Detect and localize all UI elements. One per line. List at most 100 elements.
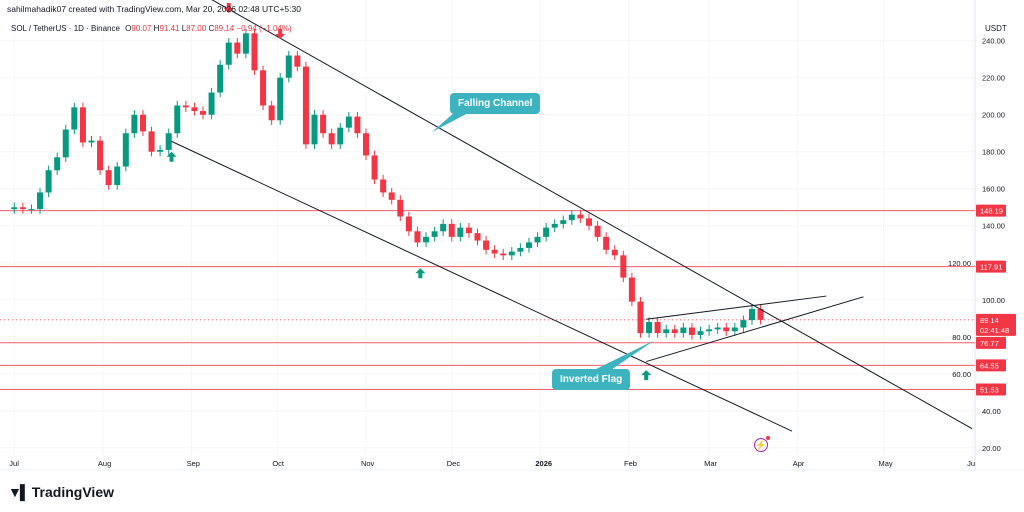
tradingview-logo-icon: ▼▌	[8, 484, 30, 500]
attribution: sahilmahadik07 created with TradingView.…	[7, 4, 301, 14]
candle-body	[45, 170, 52, 193]
candle-body	[182, 105, 189, 108]
candle-body	[234, 42, 241, 54]
candle-body	[208, 92, 215, 115]
time-tick-label: Aug	[98, 459, 111, 468]
candle-body	[362, 133, 369, 156]
price-axis[interactable]: 240.00 220.00 200.00 180.00 160.00 140.00 120.…	[948, 37, 1005, 453]
horizontal-levels	[0, 210, 975, 390]
falling-channel-label[interactable]: Falling Channel	[450, 93, 541, 114]
candle-body	[474, 233, 481, 241]
candle-body	[594, 225, 601, 237]
candle-body	[577, 214, 584, 219]
candle-body	[525, 242, 532, 248]
candle-body	[157, 149, 164, 152]
price-tick-label: 40.00	[982, 407, 1001, 416]
channel-upper-line	[211, 0, 973, 430]
candles	[11, 28, 764, 340]
candle-body	[448, 223, 455, 237]
price-tick-label: 220.00	[982, 74, 1005, 83]
price-tick-label: 80.00	[952, 333, 971, 342]
candle-body	[423, 236, 430, 243]
candle-body	[757, 309, 764, 320]
price-unit: USDT	[985, 24, 1007, 33]
level-price-tag	[976, 204, 1006, 217]
candle-body	[302, 66, 309, 145]
candle-body	[637, 301, 644, 334]
candle-body	[122, 133, 129, 167]
lightning-icon[interactable]: ⚡	[754, 436, 770, 452]
tradingview-logo: ▼▌ TradingView	[8, 484, 114, 500]
candle-body	[165, 133, 172, 150]
candle-body	[28, 209, 35, 211]
candle-body	[680, 327, 687, 334]
candle-body	[354, 116, 361, 134]
price-tick-label: 200.00	[982, 111, 1005, 120]
candle-body	[139, 114, 146, 132]
candle-body	[586, 218, 593, 226]
price-tick-label: 140.00	[982, 222, 1005, 231]
candle-body	[620, 255, 627, 278]
candle-body	[88, 140, 95, 143]
level-price-tag-text: 148.19	[980, 207, 1003, 216]
up-arrow-icon	[415, 268, 426, 279]
inverted-flag-label[interactable]: Inverted Flag	[552, 369, 631, 390]
price-tick-label: 180.00	[982, 148, 1005, 157]
time-axis[interactable]: Jul Aug Sep Oct Nov Dec 2026 Feb Mar Apr May Ju	[9, 459, 975, 468]
candle-body	[405, 216, 412, 232]
level-price-tag-text: 117.91	[980, 263, 1002, 272]
candle-body	[277, 77, 284, 121]
candle-body	[105, 170, 112, 186]
candle-body	[534, 236, 541, 243]
flag-lower-line	[646, 296, 864, 363]
candle-body	[543, 227, 550, 237]
candle-body	[371, 155, 378, 180]
candle-body	[483, 240, 490, 250]
candle-body	[37, 192, 44, 210]
candle-body	[646, 321, 653, 334]
candle-body	[740, 320, 747, 328]
candle-body	[748, 309, 755, 321]
candle-body	[320, 114, 327, 134]
level-price-tag-text: 76.77	[980, 339, 999, 348]
candle-body	[654, 321, 661, 334]
trendlines[interactable]	[171, 0, 973, 432]
time-tick-label: Nov	[361, 459, 375, 468]
candle-body	[508, 251, 515, 256]
candle-body	[551, 223, 558, 228]
countdown-text: 02:41:48	[980, 326, 1009, 335]
price-tick-label: 100.00	[982, 296, 1005, 305]
candle-body	[500, 253, 507, 256]
time-tick-label: 2026	[535, 459, 552, 468]
candle-body	[388, 192, 395, 200]
symbol-name[interactable]: SOL / TetherUS · 1D · Binance	[11, 24, 120, 33]
time-tick-label: Ju	[967, 459, 975, 468]
candle-body	[723, 327, 730, 332]
candle-body	[337, 127, 344, 145]
candle-body	[225, 42, 232, 65]
candle-body	[440, 223, 447, 232]
candle-body	[294, 55, 301, 67]
candle-body	[628, 277, 635, 302]
time-tick-label: Feb	[624, 459, 637, 468]
candle-body	[345, 116, 352, 128]
time-tick-label: May	[879, 459, 893, 468]
level-price-tag	[976, 359, 1006, 372]
candle-body	[54, 157, 61, 171]
candle-body	[560, 220, 567, 224]
candle-body	[260, 70, 267, 106]
candle-body	[131, 114, 138, 134]
candle-body	[311, 114, 318, 145]
channel-lower-line	[171, 140, 793, 432]
candle-body	[611, 249, 618, 256]
candle-body	[62, 129, 69, 158]
time-tick-label: Dec	[447, 459, 461, 468]
candle-body	[517, 247, 524, 252]
level-price-tag	[976, 260, 1006, 273]
level-price-tag-text: 64.55	[980, 361, 999, 370]
candle-body	[19, 207, 26, 210]
candle-body	[328, 133, 335, 145]
inverted-flag-pointer	[590, 340, 655, 372]
